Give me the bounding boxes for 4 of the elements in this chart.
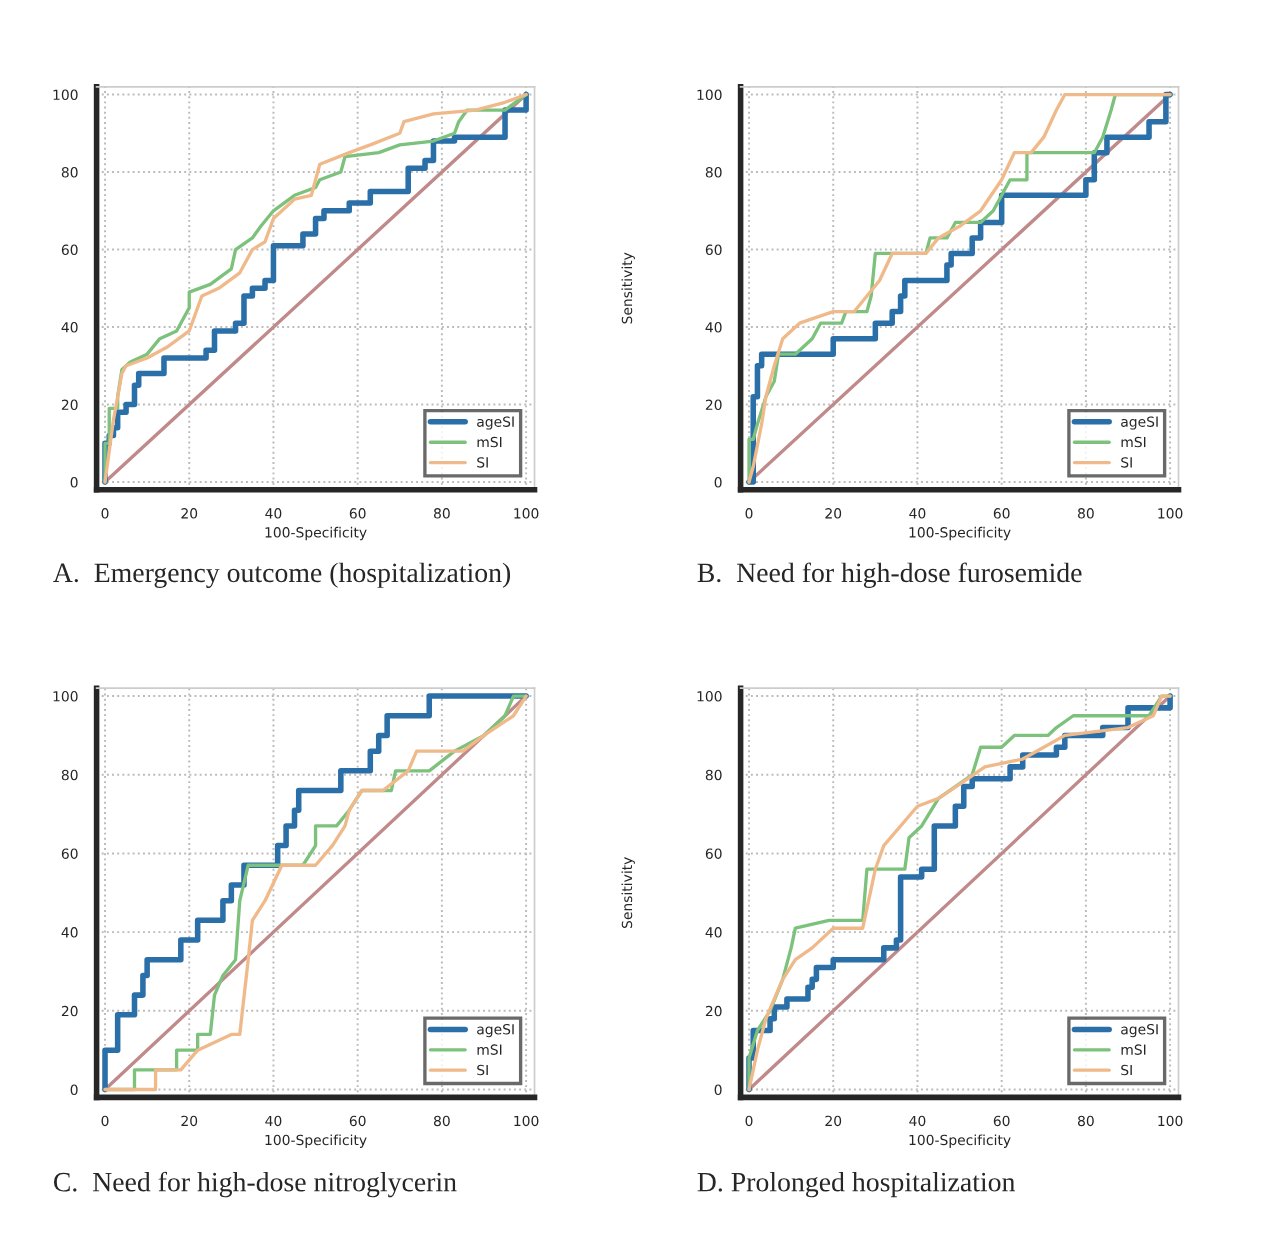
text: A. Emergency outcome (hospitalization) <box>53 562 511 588</box>
text: C. Need for high-dose nitroglycerin <box>53 1171 457 1198</box>
text: D. Prolonged hospitalization <box>697 1171 1016 1198</box>
text: B. Need for high-dose furosemide <box>697 562 1082 588</box>
